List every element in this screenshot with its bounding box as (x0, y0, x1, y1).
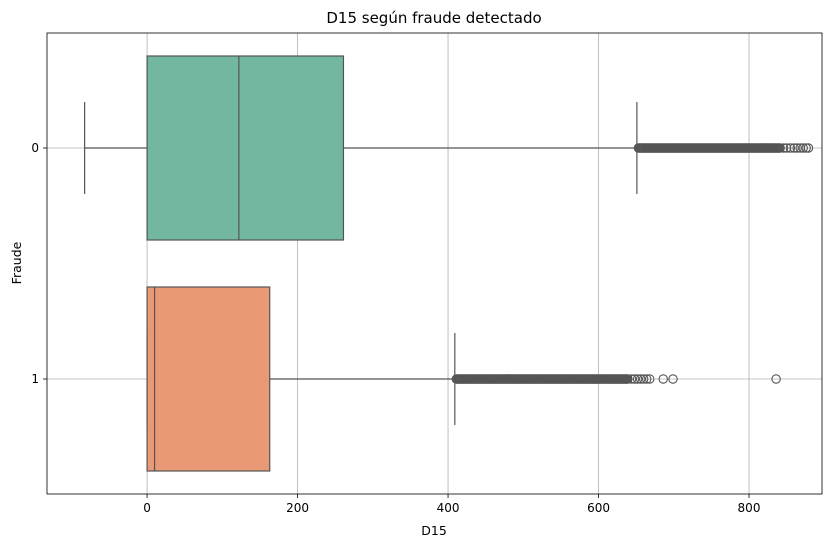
plot-frame (46, 32, 823, 495)
y-axis-ticks: 01 (31, 141, 47, 386)
outlier-point (785, 143, 796, 153)
outlier-point (641, 374, 652, 384)
x-tick-label: 0 (143, 501, 151, 515)
outlier-point (658, 374, 668, 384)
box-iqr (146, 55, 345, 241)
outlier-point (792, 143, 802, 153)
outlier-point (798, 143, 808, 153)
x-tick-label: 600 (587, 501, 610, 515)
y-tick-label: 1 (31, 372, 39, 386)
outlier-point (781, 143, 792, 153)
x-axis-ticks: 0 200 400 600 800 (143, 494, 760, 515)
box-group-0 (84, 55, 814, 241)
outlier-point (635, 374, 646, 384)
box-series (84, 55, 814, 472)
outlier-point (638, 374, 649, 384)
y-axis-label: Fraude (9, 241, 24, 284)
outlier-point (668, 374, 678, 384)
outlier-point (775, 143, 785, 153)
box-iqr (146, 286, 271, 472)
outlier-point (626, 374, 637, 384)
outlier-point (801, 143, 811, 153)
outlier-point (789, 143, 799, 153)
x-tick-label: 200 (286, 501, 309, 515)
outlier-point (778, 143, 789, 153)
x-tick-label: 400 (437, 501, 460, 515)
outlier-point (803, 143, 814, 153)
box-group-1 (146, 286, 781, 472)
y-tick-label: 0 (31, 141, 39, 155)
chart-title: D15 según fraude detectado (326, 9, 541, 27)
outlier-point (644, 374, 655, 384)
outlier-point (771, 374, 781, 384)
x-axis-label: D15 (421, 523, 447, 538)
outlier-point (623, 374, 633, 384)
outlier-point (632, 374, 643, 384)
x-tick-label: 800 (738, 501, 761, 515)
outlier-point (629, 374, 640, 384)
